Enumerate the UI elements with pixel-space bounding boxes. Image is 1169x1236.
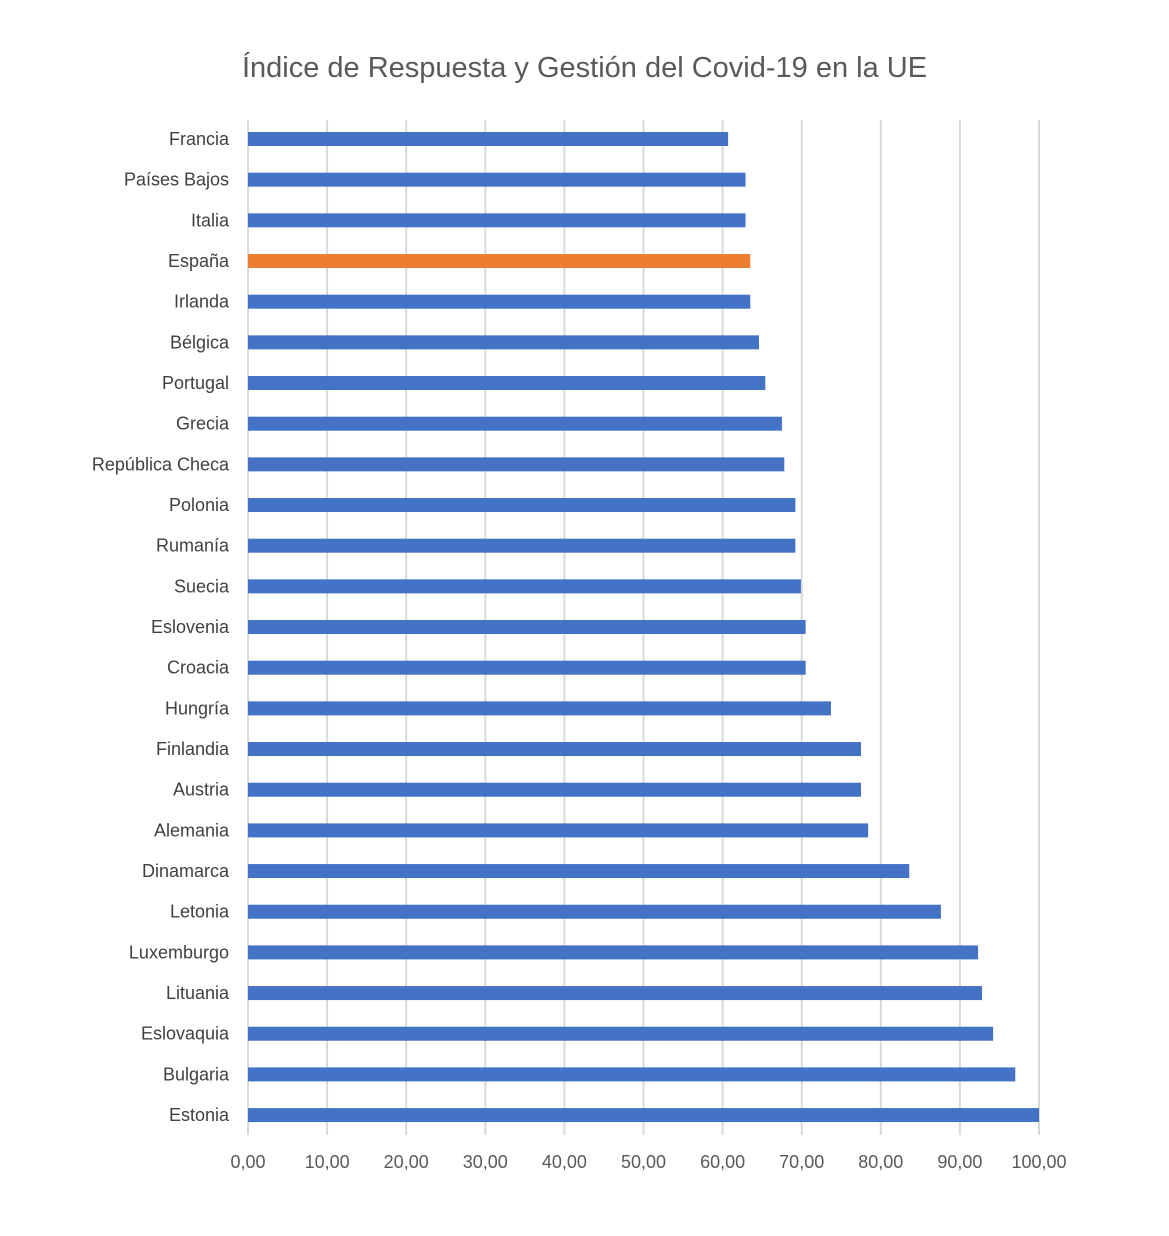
bar-bulgaria [248, 1067, 1016, 1082]
bar-finlandia [248, 742, 862, 757]
bar-suecia [248, 579, 801, 594]
category-label: Francia [169, 129, 230, 149]
category-label: Irlanda [174, 292, 230, 312]
bar-luxemburgo [248, 945, 979, 960]
bar-rumanía [248, 538, 796, 553]
bar-eslovenia [248, 620, 806, 635]
bar-grecia [248, 416, 782, 431]
category-label: Alemania [154, 820, 230, 840]
category-label: Luxemburgo [129, 942, 229, 962]
category-label: Lituania [166, 983, 230, 1003]
x-tick-label: 70,00 [779, 1152, 824, 1172]
category-label: Letonia [170, 902, 230, 922]
bar-irlanda [248, 294, 751, 309]
x-tick-label: 100,00 [1011, 1152, 1066, 1172]
bar-alemania [248, 823, 869, 838]
category-label: Eslovenia [151, 617, 230, 637]
bar-letonia [248, 904, 941, 919]
bar-españa [248, 254, 751, 269]
x-tick-label: 20,00 [384, 1152, 429, 1172]
x-tick-label: 40,00 [542, 1152, 587, 1172]
bar-dinamarca [248, 864, 910, 879]
bar-hungría [248, 701, 831, 716]
category-label: Portugal [162, 373, 229, 393]
category-label: Italia [191, 210, 230, 230]
bar-eslovaquia [248, 1026, 994, 1041]
bar-países-bajos [248, 172, 746, 187]
x-tick-label: 30,00 [463, 1152, 508, 1172]
bar-república-checa [248, 457, 785, 472]
x-tick-label: 10,00 [305, 1152, 350, 1172]
x-tick-label: 60,00 [700, 1152, 745, 1172]
x-tick-label: 50,00 [621, 1152, 666, 1172]
bar-austria [248, 782, 862, 797]
category-label: Hungría [165, 698, 230, 718]
x-tick-label: 90,00 [937, 1152, 982, 1172]
bar-francia [248, 132, 729, 146]
category-label: Finlandia [156, 739, 230, 759]
category-label: Bulgaria [163, 1064, 230, 1084]
x-tick-label: 0,00 [230, 1152, 265, 1172]
category-label: Grecia [176, 414, 230, 434]
category-label: Países Bajos [124, 170, 229, 190]
category-label: España [168, 251, 230, 271]
bar-italia [248, 213, 746, 228]
category-label: Rumanía [156, 536, 230, 556]
category-label: Estonia [169, 1105, 230, 1125]
bar-portugal [248, 376, 766, 391]
category-label: Dinamarca [142, 861, 230, 881]
category-label: Polonia [169, 495, 230, 515]
category-label: Eslovaquia [141, 1024, 230, 1044]
bar-croacia [248, 660, 806, 675]
category-label: Suecia [174, 576, 230, 596]
bar-polonia [248, 498, 796, 513]
category-label: Austria [173, 780, 230, 800]
category-label: Bélgica [170, 332, 230, 352]
chart-title: Índice de Respuesta y Gestión del Covid-… [241, 52, 928, 84]
category-label: República Checa [92, 454, 230, 474]
x-tick-label: 80,00 [858, 1152, 903, 1172]
bar-bélgica [248, 335, 759, 350]
bar-estonia [248, 1108, 1039, 1123]
bar-lituania [248, 986, 983, 1001]
category-label: Croacia [167, 658, 230, 678]
